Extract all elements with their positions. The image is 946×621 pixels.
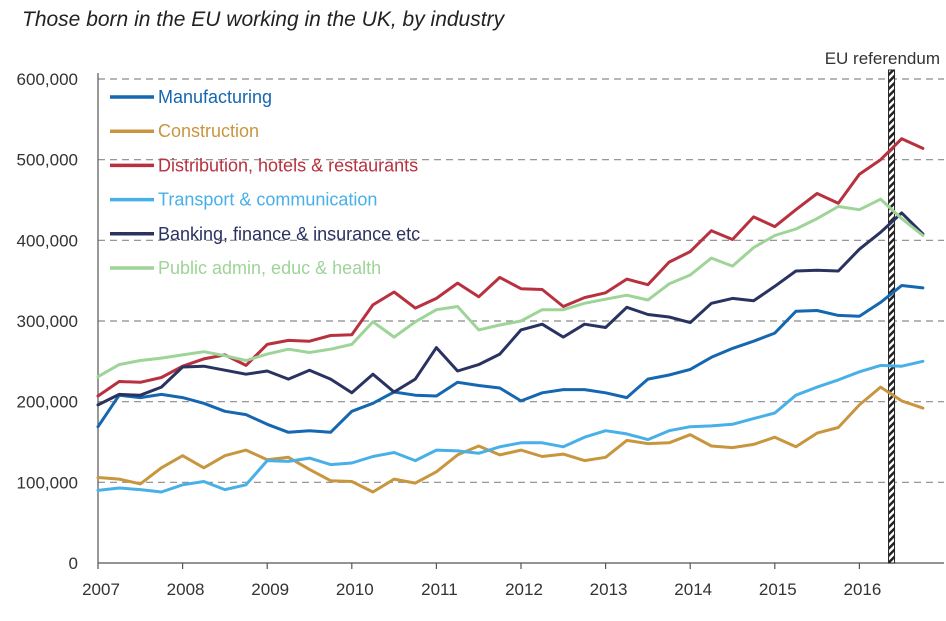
chart-title: Those born in the EU working in the UK, … (22, 8, 505, 31)
legend-label: Distribution, hotels & restaurants (158, 155, 418, 175)
series-line-3 (96, 137, 925, 398)
series-line-4 (96, 359, 925, 494)
x-tick-label: 2016 (843, 580, 881, 599)
x-tick-label: 2012 (505, 580, 543, 599)
x-tick-label: 2011 (421, 580, 458, 599)
y-tick-label: 400,000 (17, 231, 78, 250)
y-tick-label: 600,000 (17, 70, 78, 89)
y-tick-label: 0 (69, 554, 78, 573)
eu-referendum-label: EU referendum (825, 49, 940, 68)
series-line-2 (96, 385, 925, 494)
series-line-6 (96, 197, 925, 379)
y-tick-label: 100,000 (17, 473, 78, 492)
series-line-5 (96, 211, 925, 407)
x-tick-label: 2014 (674, 580, 712, 599)
x-tick-label: 2007 (82, 580, 120, 599)
series-line-1 (96, 284, 925, 434)
y-tick-label: 200,000 (17, 393, 78, 412)
legend-label: Public admin, educ & health (158, 258, 381, 278)
eu-referendum-marker (888, 69, 896, 564)
y-tick-label: 300,000 (17, 312, 78, 331)
legend-label: Transport & communication (158, 190, 377, 210)
legend-label: Manufacturing (158, 87, 272, 107)
x-tick-label: 2015 (759, 580, 797, 599)
x-tick-label: 2013 (590, 580, 628, 599)
x-tick-label: 2010 (336, 580, 374, 599)
y-tick-label: 500,000 (17, 151, 78, 170)
legend-label: Banking, finance & insurance etc (158, 224, 420, 244)
legend-label: Construction (158, 121, 259, 141)
x-tick-label: 2008 (167, 580, 205, 599)
x-tick-label: 2009 (251, 580, 289, 599)
